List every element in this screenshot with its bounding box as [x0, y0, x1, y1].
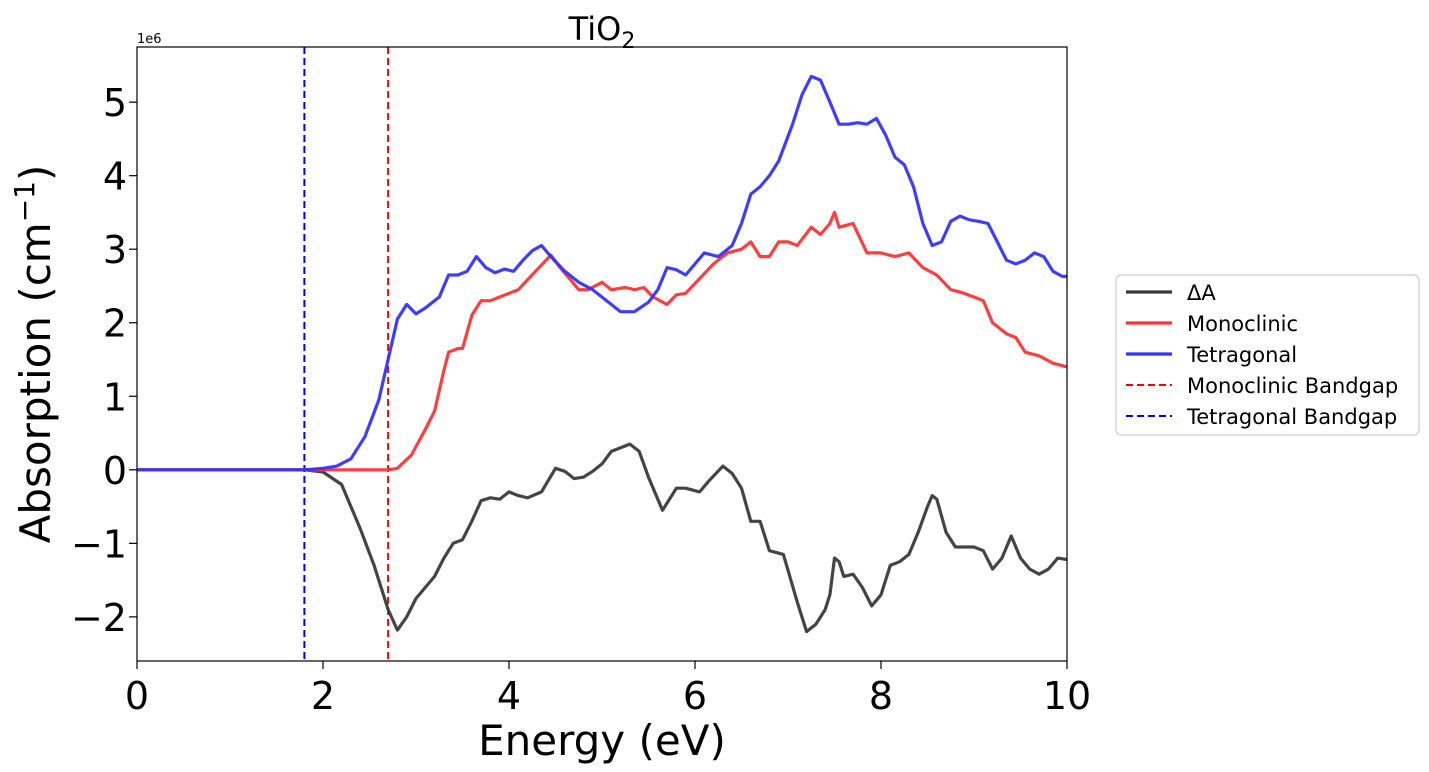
legend-box [1115, 274, 1420, 436]
legend: ΔA Monoclinic Tetragonal Monoclinic Bandgap… [1115, 274, 1420, 436]
legend-label-monoclinic-bandgap: Monoclinic Bandgap [1187, 374, 1398, 398]
y-tick-label: 3 [103, 228, 127, 272]
y-tick-label: 2 [103, 302, 127, 346]
x-tick-label: 0 [125, 674, 149, 718]
plot-lines [137, 47, 1067, 661]
x-tick-label: 10 [1043, 674, 1091, 718]
legend-label-delta-a: ΔA [1187, 281, 1216, 305]
y-axis: −2 −1 0 1 2 3 4 5 [71, 81, 137, 640]
y-axis-label: Absorption (cm−1) [8, 165, 60, 544]
x-tick-label: 4 [497, 674, 521, 718]
y-axis-label-superscript: −1 [8, 181, 41, 222]
y-tick-label: 0 [103, 449, 127, 493]
x-tick-label: 6 [683, 674, 707, 718]
plot-frame [136, 46, 1068, 662]
delta-a-series-line [137, 442, 1067, 634]
chart-title: TiO2 [568, 10, 636, 54]
legend-label-tetragonal-bandgap: Tetragonal Bandgap [1186, 405, 1397, 429]
y-axis-offset-text: 1e6 [137, 32, 162, 47]
x-axis-label: Energy (eV) [478, 716, 726, 765]
y-tick-label: 4 [103, 155, 127, 199]
legend-label-monoclinic: Monoclinic [1187, 312, 1298, 336]
chart-title-subscript: 2 [621, 29, 635, 54]
x-axis: 0 2 4 6 8 10 [125, 661, 1091, 718]
y-tick-label: −1 [71, 522, 127, 566]
legend-label-tetragonal: Tetragonal [1186, 343, 1297, 367]
monoclinic-series-line [137, 210, 1067, 472]
x-tick-label: 8 [869, 674, 893, 718]
tetragonal-series-line [137, 74, 1067, 472]
y-tick-label: 1 [103, 375, 127, 419]
y-tick-label: 5 [103, 81, 127, 125]
y-tick-label: −2 [71, 596, 127, 640]
x-tick-label: 2 [311, 674, 335, 718]
